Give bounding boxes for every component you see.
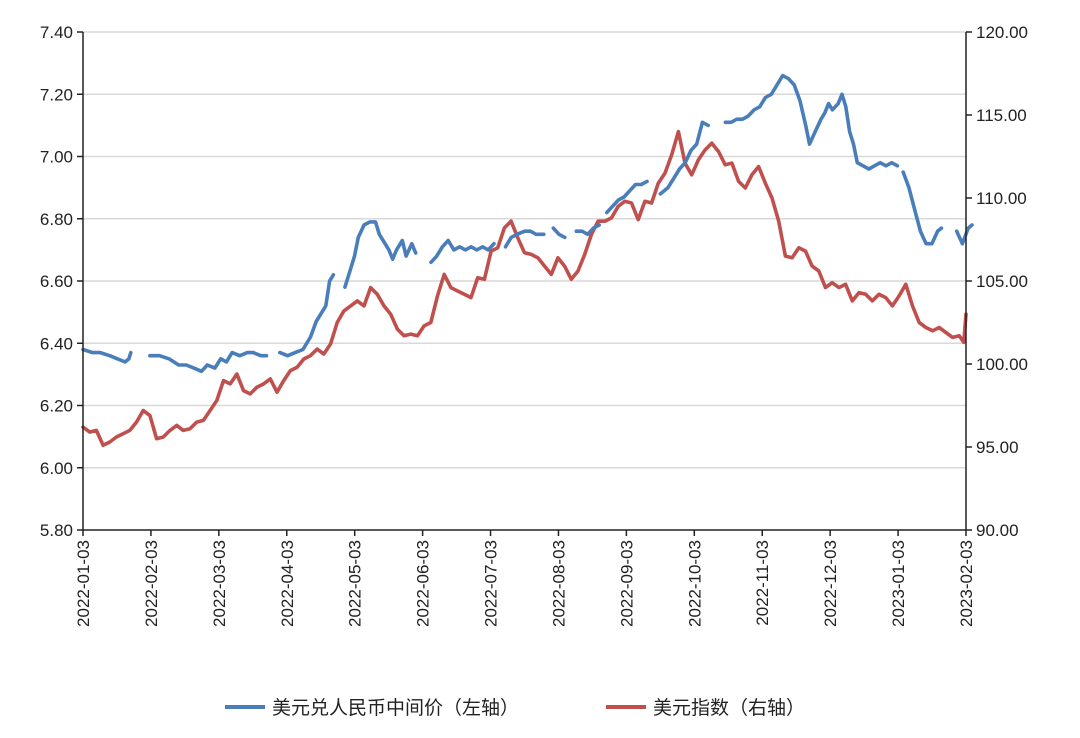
left-tick-label: 7.20 <box>40 85 73 104</box>
x-tick-label: 2022-01-03 <box>74 540 93 627</box>
series-line-usdcny <box>278 273 336 358</box>
left-tick-label: 6.40 <box>40 334 73 353</box>
x-tick-label: 2022-08-03 <box>549 540 568 627</box>
left-tick-label: 7.40 <box>40 23 73 42</box>
series-line-usdcny <box>658 120 710 196</box>
series-line-usdcny <box>605 179 649 215</box>
right-tick-label: 100.00 <box>976 355 1028 374</box>
right-tick-label: 120.00 <box>976 23 1028 42</box>
series-line-usdcny <box>723 73 900 171</box>
left-tick-label: 6.80 <box>40 210 73 229</box>
x-axis-ticks: 2022-01-03 2022-02-03 2022-03-03 2022-04-03… <box>74 530 976 627</box>
x-tick-label: 2022-04-03 <box>278 540 297 627</box>
right-tick-label: 90.00 <box>976 521 1019 540</box>
left-axis-ticks: 5.80 6.00 6.20 6.40 6.60 6.80 7.00 7.20 7.40 <box>40 23 83 540</box>
x-tick-label: 2022-05-03 <box>346 540 365 627</box>
legend-label-dxy: 美元指数（右轴） <box>653 697 805 719</box>
left-tick-label: 7.00 <box>40 148 73 167</box>
series-line-usdcny <box>551 226 567 240</box>
x-tick-label: 2022-11-03 <box>753 540 772 626</box>
left-tick-label: 5.80 <box>40 521 73 540</box>
x-tick-label: 2022-03-03 <box>210 540 229 627</box>
series-line-dxy <box>81 129 968 448</box>
x-tick-label: 2022-02-03 <box>142 540 161 627</box>
x-tick-label: 2022-09-03 <box>617 540 636 627</box>
right-tick-label: 115.00 <box>976 106 1027 125</box>
right-tick-label: 105.00 <box>976 272 1028 291</box>
series-line-usdcny <box>429 238 496 265</box>
series-line-usdcny <box>148 350 269 374</box>
left-tick-label: 6.60 <box>40 272 73 291</box>
series-layer <box>81 73 974 448</box>
x-tick-label: 2023-01-03 <box>889 540 908 627</box>
left-tick-label: 6.20 <box>40 397 73 416</box>
series-line-usdcny <box>343 220 418 289</box>
x-tick-label: 2022-07-03 <box>482 540 501 627</box>
series-line-usdcny <box>954 223 974 246</box>
x-tick-label: 2023-02-03 <box>957 540 976 627</box>
series-line-usdcny <box>901 170 944 246</box>
right-axis-ticks: 90.00 95.00 100.00 105.00 110.00 115.00 120.00 <box>966 23 1028 540</box>
x-tick-label: 2022-10-03 <box>685 540 704 627</box>
series-line-usdcny <box>503 229 546 249</box>
gridlines <box>83 31 966 469</box>
x-tick-label: 2022-06-03 <box>414 540 433 627</box>
x-tick-label: 2022-12-03 <box>821 540 840 627</box>
legend: 美元兑人民币中间价（左轴） 美元指数（右轴） <box>225 697 805 719</box>
series-line-usdcny <box>574 223 601 237</box>
right-tick-label: 110.00 <box>976 189 1027 208</box>
left-tick-label: 6.00 <box>40 459 73 478</box>
series-line-usdcny <box>81 347 133 364</box>
legend-label-usdcny: 美元兑人民币中间价（左轴） <box>272 697 519 719</box>
right-tick-label: 95.00 <box>976 438 1019 457</box>
